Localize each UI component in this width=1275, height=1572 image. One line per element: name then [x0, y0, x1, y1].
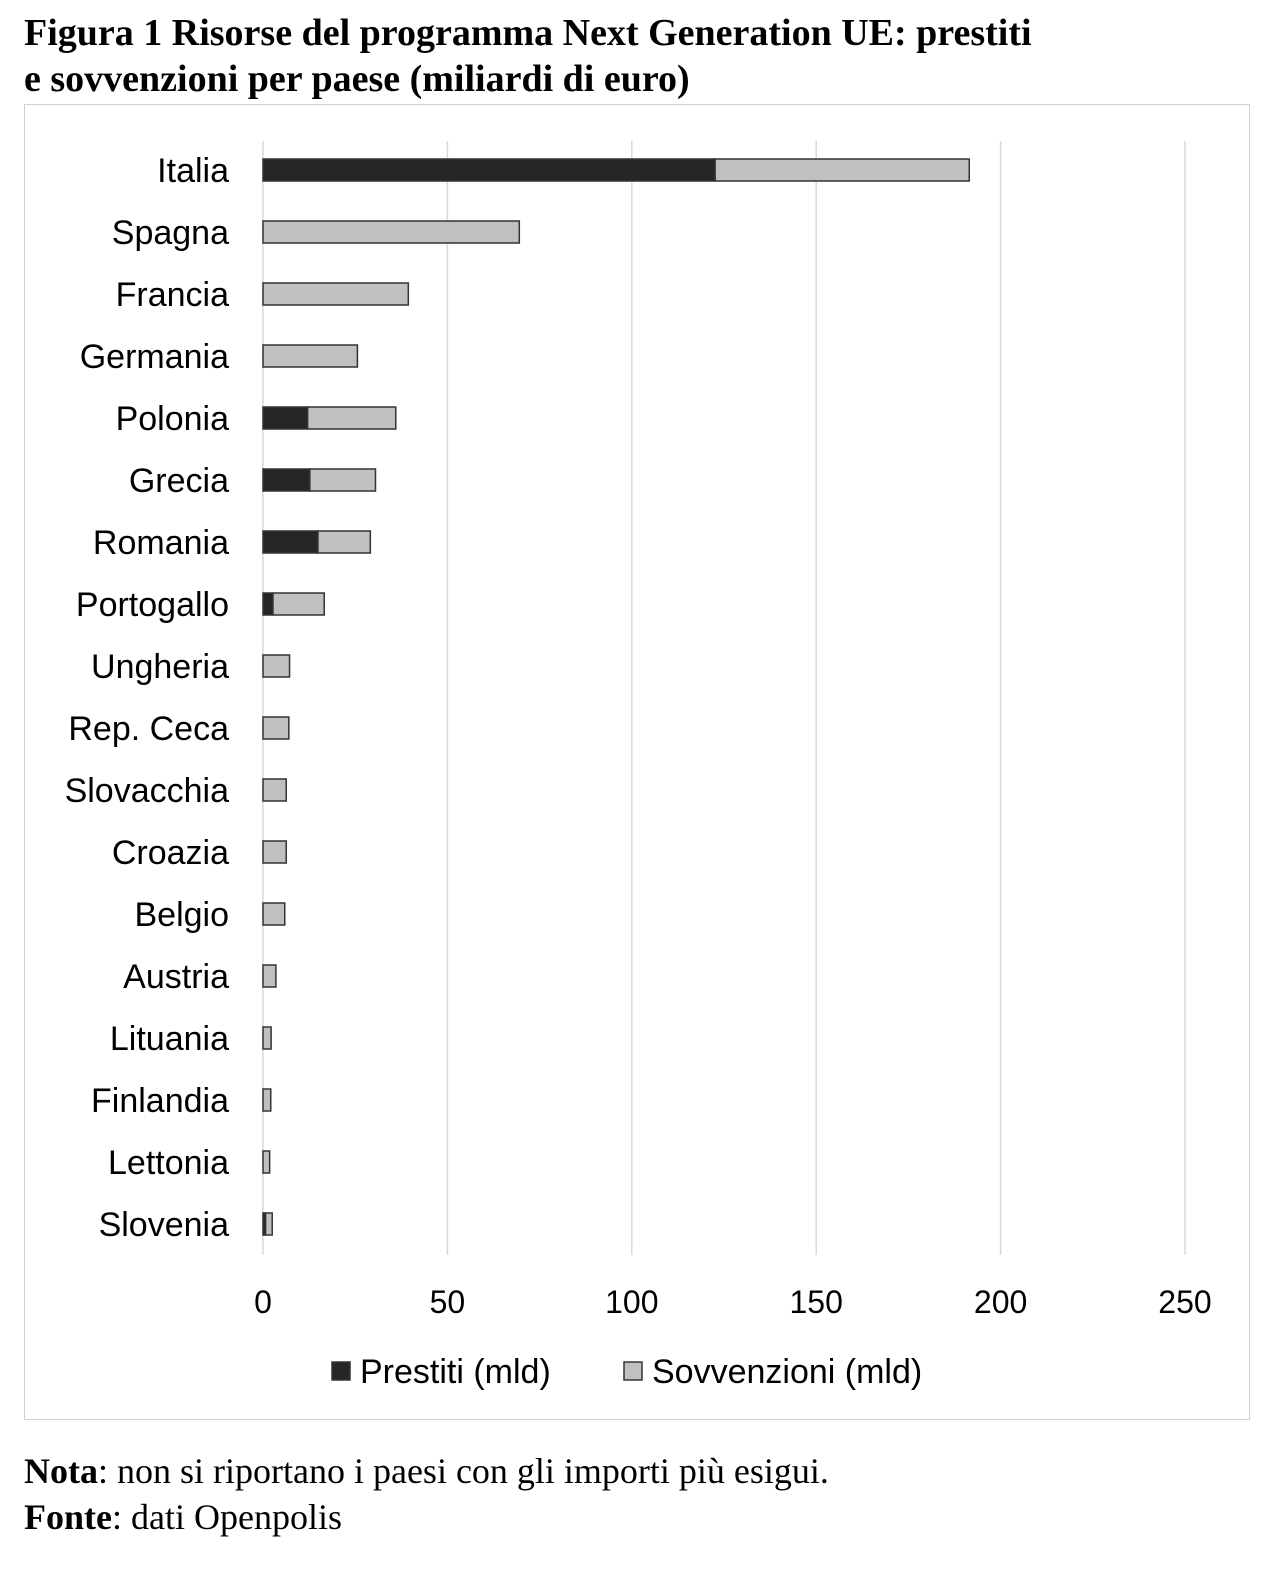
category-label-lettonia: Lettonia: [108, 1144, 229, 1182]
category-labels: Italia Spagna Francia Germania Polonia Grecia…: [65, 152, 230, 1244]
nota-line: Nota: non si riportano i paesi con gli i…: [24, 1448, 1244, 1494]
bar-italia-prestiti: [262, 158, 716, 182]
x-tick-label-50: 50: [430, 1284, 466, 1320]
legend-label-sovvenzioni: Sovvenzioni (mld): [652, 1353, 922, 1391]
legend-label-prestiti: Prestiti (mld): [360, 1353, 551, 1391]
category-label-rep-ceca: Rep. Ceca: [68, 710, 229, 748]
fonte-text: : dati Openpolis: [111, 1497, 342, 1537]
bar-francia-sovvenzioni: [262, 282, 410, 306]
nota-text: : non si riportano i paesi con gli impor…: [98, 1451, 829, 1491]
notes: Nota: non si riportano i paesi con gli i…: [24, 1448, 1244, 1540]
fonte-label: Fonte: [24, 1497, 112, 1537]
bar-slovenia-sovvenzioni: [264, 1212, 273, 1236]
category-label-italia: Italia: [157, 152, 229, 190]
x-tick-label-250: 250: [1158, 1284, 1211, 1320]
category-label-slovacchia: Slovacchia: [65, 772, 230, 810]
x-tick-labels: 0 50 100 150 200 250: [254, 1284, 1212, 1320]
bar-croazia-sovvenzioni: [262, 840, 287, 864]
figure-title: Figura 1 Risorse del programma Next Gene…: [24, 10, 1244, 102]
bar-lettonia-sovvenzioni: [262, 1150, 271, 1174]
bar-polonia-sovvenzioni: [306, 406, 397, 430]
category-label-finlandia: Finlandia: [91, 1082, 229, 1120]
bar-portogallo-prestiti: [262, 592, 274, 616]
category-label-slovenia: Slovenia: [99, 1206, 230, 1244]
bar-grecia-prestiti: [262, 468, 311, 492]
category-label-romania: Romania: [93, 524, 229, 562]
legend-swatch-sovvenzioni: [623, 1361, 643, 1381]
fonte-line: Fonte: dati Openpolis: [24, 1494, 1244, 1540]
category-label-grecia: Grecia: [129, 462, 229, 500]
bar-rep-ceca-sovvenzioni: [262, 716, 290, 740]
chart-frame: Italia Spagna Francia Germania Polonia Grecia…: [24, 104, 1250, 1420]
bar-finlandia-sovvenzioni: [262, 1088, 272, 1112]
x-tick-label-0: 0: [254, 1284, 272, 1320]
category-label-germania: Germania: [80, 338, 229, 376]
category-label-croazia: Croazia: [112, 834, 229, 872]
bar-austria-sovvenzioni: [262, 964, 277, 988]
bar-belgio-sovvenzioni: [262, 902, 286, 926]
category-label-spagna: Spagna: [112, 214, 229, 252]
category-label-ungheria: Ungheria: [91, 648, 229, 686]
bar-slovacchia-sovvenzioni: [262, 778, 287, 802]
bar-ungheria-sovvenzioni: [262, 654, 291, 678]
x-tick-label-200: 200: [974, 1284, 1027, 1320]
nota-label: Nota: [24, 1451, 98, 1491]
bar-grecia-sovvenzioni: [309, 468, 377, 492]
category-label-belgio: Belgio: [134, 896, 229, 934]
category-label-portogallo: Portogallo: [76, 586, 229, 624]
bar-germania-sovvenzioni: [262, 344, 359, 368]
bar-italia-sovvenzioni: [714, 158, 971, 182]
category-label-lituania: Lituania: [110, 1020, 229, 1058]
bar-portogallo-sovvenzioni: [272, 592, 325, 616]
legend: Prestiti (mld) Sovvenzioni (mld): [331, 1353, 922, 1391]
legend-swatch-prestiti: [331, 1361, 351, 1381]
figure-title-line-2: e sovvenzioni per paese (miliardi di eur…: [24, 58, 690, 100]
category-label-francia: Francia: [116, 276, 229, 314]
category-label-austria: Austria: [123, 958, 229, 996]
stacked-bar-chart: Italia Spagna Francia Germania Polonia Grecia…: [65, 141, 1212, 1391]
category-label-polonia: Polonia: [116, 400, 230, 438]
bar-spagna-sovvenzioni: [262, 220, 521, 244]
gridlines: [262, 141, 1186, 1255]
bar-romania-prestiti: [262, 530, 319, 554]
x-tick-label-100: 100: [605, 1284, 658, 1320]
figure-title-line-1: Figura 1 Risorse del programma Next Gene…: [24, 12, 1032, 54]
bar-romania-sovvenzioni: [317, 530, 372, 554]
bar-lituania-sovvenzioni: [262, 1026, 272, 1050]
bars: [262, 158, 971, 1236]
bar-polonia-prestiti: [262, 406, 309, 430]
x-tick-label-150: 150: [790, 1284, 843, 1320]
